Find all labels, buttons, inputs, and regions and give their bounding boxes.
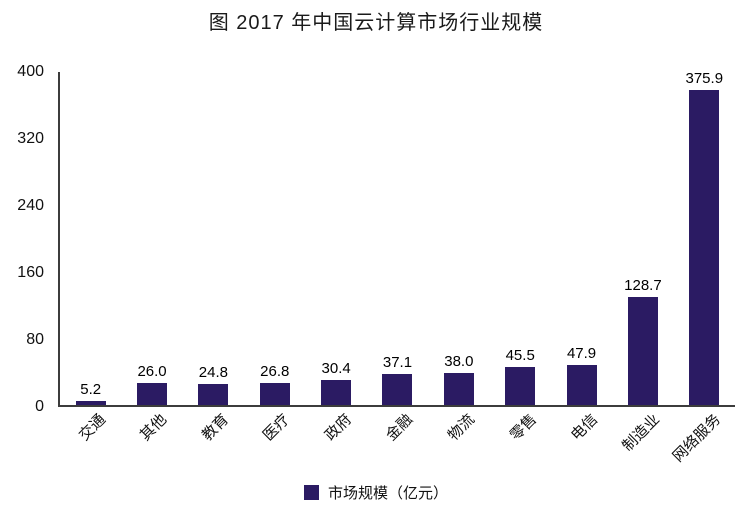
bar-value-label: 30.4 [321,359,351,377]
x-tick-label: 医疗 [260,411,294,445]
bar-slot: 38.0 [428,353,489,405]
bar-slot: 375.9 [674,70,735,405]
x-tick-label: 金融 [383,411,417,445]
x-tick-label: 交通 [75,411,109,445]
legend-swatch-icon [303,485,319,500]
bar-slot: 26.0 [121,363,182,405]
x-tick-label: 电信 [567,411,602,445]
bar-value-label: 26.8 [260,362,290,380]
bar-slot: 26.8 [244,363,305,405]
y-tick-label: 80 [26,331,44,348]
bar-value-label: 38.0 [444,353,474,371]
bars-row: 5.2 26.0 24.8 26.8 30.4 37.1 38.0 45.5 47.9 128.7… [60,70,735,405]
bar [137,383,168,405]
bar-value-label: 26.0 [137,363,167,381]
bar [566,364,597,405]
y-tick-label: 0 [35,398,44,415]
bar [198,384,229,405]
x-tick-label: 网络服务 [669,411,725,466]
bar-value-label: 24.8 [198,364,228,382]
bar-slot: 47.9 [551,345,612,405]
bar-slot: 5.2 [60,381,121,405]
x-tick-label: 政府 [321,411,355,445]
legend-label: 市场规模（亿元） [327,485,448,502]
bar [75,400,106,405]
y-tick-label: 160 [17,264,44,281]
bar [689,90,720,405]
bar [321,379,352,405]
bar [259,382,290,405]
bar [627,297,658,405]
bar [505,366,536,405]
x-tick-label: 物流 [444,411,479,445]
bar [443,373,474,405]
bar-slot: 128.7 [612,277,673,405]
chart-title: 图 2017 年中国云计算市场行业规模 [208,12,544,34]
x-tick-label: 制造业 [618,411,663,455]
y-tick-label: 240 [17,197,44,214]
bar-slot: 45.5 [490,347,551,405]
x-tick-label: 教育 [198,411,232,445]
bar [382,373,413,405]
bar-value-label: 47.9 [566,344,597,362]
bar-slot: 37.1 [367,354,428,405]
x-tick-label: 其他 [137,411,171,445]
y-tick-label: 320 [17,130,44,147]
bar-value-label: 375.9 [685,70,724,88]
bar-slot: 30.4 [305,360,366,405]
y-tick-label: 400 [17,63,44,80]
plot-area: 5.2 26.0 24.8 26.8 30.4 37.1 38.0 45.5 47.9 128.7… [58,70,735,407]
legend: 市场规模（亿元） [0,482,752,503]
bar-value-label: 128.7 [624,277,662,295]
bar-value-label: 45.5 [505,346,535,364]
x-tick-label: 零售 [506,411,540,445]
bar-slot: 24.8 [183,364,244,405]
bar-value-label: 37.1 [382,353,413,371]
bar-value-label: 5.2 [80,380,102,398]
